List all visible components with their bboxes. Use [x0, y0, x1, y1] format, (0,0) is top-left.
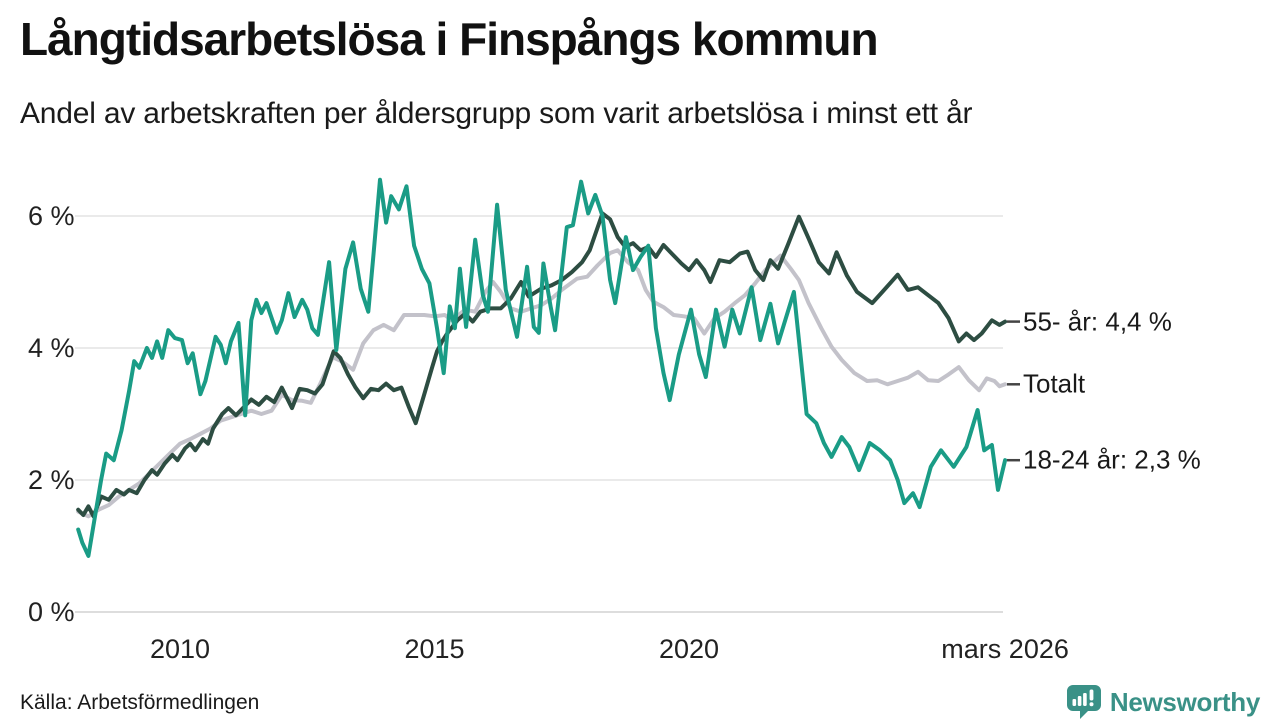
series-label-totalt: Totalt [1023, 368, 1086, 399]
x-axis-label: mars 2026 [941, 634, 1069, 664]
x-axis-label: 2015 [404, 634, 464, 664]
y-axis-label: 2 % [28, 465, 75, 495]
series-label-18-24: 18-24 år: 2,3 % [1023, 444, 1201, 475]
newsworthy-speech-bubble-bar-chart-icon [1066, 685, 1101, 719]
chart-subtitle: Andel av arbetskraften per åldersgrupp s… [20, 97, 973, 130]
series-line-55-år [76, 211, 1008, 519]
series-line-18-24år [76, 177, 1008, 558]
page-title: Långtidsarbetslösa i Finspångs kommun [20, 13, 879, 65]
y-axis-label: 0 % [28, 597, 75, 627]
newsworthy-logo: Newsworthy [1066, 684, 1260, 720]
x-axis-label: 2010 [150, 634, 210, 664]
source-note: Källa: Arbetsförmedlingen [20, 691, 260, 714]
y-axis-label: 6 % [28, 201, 75, 231]
y-axis-label: 4 % [28, 333, 75, 363]
x-axis-label: 2020 [659, 634, 719, 664]
brand-name: Newsworthy [1109, 686, 1260, 717]
series-label-55: 55- år: 4,4 % [1023, 306, 1172, 337]
